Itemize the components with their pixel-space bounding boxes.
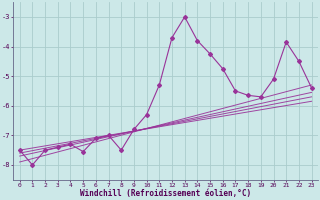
X-axis label: Windchill (Refroidissement éolien,°C): Windchill (Refroidissement éolien,°C) (80, 189, 251, 198)
